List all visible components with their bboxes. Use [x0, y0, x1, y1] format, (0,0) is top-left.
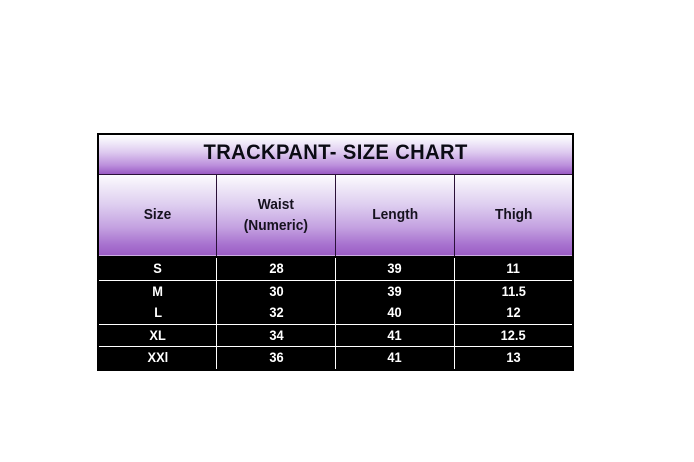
- column-header-thigh-label: Thigh: [495, 205, 532, 226]
- cell-length: 41: [335, 346, 455, 372]
- column-header-size-label: Size: [144, 205, 172, 226]
- cell-length: 41: [335, 323, 455, 347]
- column-header-length: Length: [335, 174, 455, 259]
- header-sub-text: (Numeric): [243, 217, 309, 234]
- cell-text-waist: 28: [268, 261, 284, 277]
- cell-text-thigh: 11.5: [501, 283, 526, 299]
- cell-thigh: 11.5: [453, 279, 574, 303]
- column-header-thigh: Thigh: [453, 174, 574, 259]
- cell-waist: 34: [216, 323, 336, 347]
- cell-size: XXl: [97, 346, 218, 372]
- cell-text-length: 39: [387, 261, 403, 277]
- size-chart-table: TRACKPANT- SIZE CHART Size Waist (Numeri…: [97, 132, 574, 372]
- header-main-text: Length: [371, 207, 418, 224]
- cell-waist: 32: [216, 302, 336, 325]
- cell-thigh: 11: [453, 256, 574, 281]
- cell-text-size: L: [153, 305, 162, 321]
- table-row: S 28 39 11: [97, 256, 574, 281]
- cell-text-length: 41: [387, 327, 403, 343]
- chart-title-row: TRACKPANT- SIZE CHART: [97, 132, 574, 175]
- table-row: M 30 39 11.5: [97, 279, 574, 303]
- cell-text-size: M: [152, 283, 163, 299]
- size-chart-container: TRACKPANT- SIZE CHART Size Waist (Numeri…: [97, 132, 574, 372]
- header-main-text: Size: [143, 207, 172, 224]
- cell-text-length: 39: [387, 283, 403, 299]
- chart-title-cell: TRACKPANT- SIZE CHART: [97, 132, 574, 175]
- cell-text-waist: 32: [268, 305, 284, 321]
- cell-size: L: [97, 302, 218, 325]
- column-header-length-label: Length: [372, 205, 418, 226]
- column-header-waist-label: Waist (Numeric): [244, 195, 308, 237]
- header-main-text: Thigh: [494, 207, 533, 224]
- header-main-text: Waist: [258, 196, 295, 213]
- cell-text-thigh: 11: [506, 261, 521, 277]
- cell-text-waist: 36: [268, 350, 284, 366]
- cell-waist: 36: [216, 346, 336, 372]
- cell-waist: 28: [216, 256, 336, 281]
- column-header-waist: Waist (Numeric): [216, 174, 336, 259]
- cell-length: 40: [335, 302, 455, 325]
- cell-text-thigh: 12.5: [500, 327, 526, 343]
- cell-text-waist: 34: [268, 327, 284, 343]
- table-row: L 32 40 12: [97, 302, 574, 325]
- page-title: TRACKPANT- SIZE CHART: [203, 140, 468, 164]
- cell-text-waist: 30: [268, 283, 284, 299]
- cell-thigh: 12: [453, 302, 574, 325]
- cell-waist: 30: [216, 279, 336, 303]
- column-header-size: Size: [97, 174, 218, 259]
- cell-length: 39: [335, 279, 455, 303]
- table-header-row: Size Waist (Numeric) Length Thig: [97, 174, 574, 259]
- cell-thigh: 12.5: [453, 323, 574, 347]
- cell-text-length: 41: [387, 350, 403, 366]
- cell-text-size: XL: [149, 327, 166, 343]
- cell-text-thigh: 12: [506, 305, 521, 321]
- cell-text-size: S: [153, 261, 162, 277]
- table-row: XXl 36 41 13: [97, 346, 574, 372]
- cell-size: M: [97, 279, 218, 303]
- cell-length: 39: [335, 256, 455, 281]
- cell-text-size: XXl: [147, 350, 168, 366]
- cell-size: S: [97, 256, 218, 281]
- cell-text-length: 40: [387, 305, 403, 321]
- table-row: XL 34 41 12.5: [97, 323, 574, 347]
- cell-thigh: 13: [453, 346, 574, 372]
- cell-text-thigh: 13: [506, 350, 521, 366]
- cell-size: XL: [97, 323, 218, 347]
